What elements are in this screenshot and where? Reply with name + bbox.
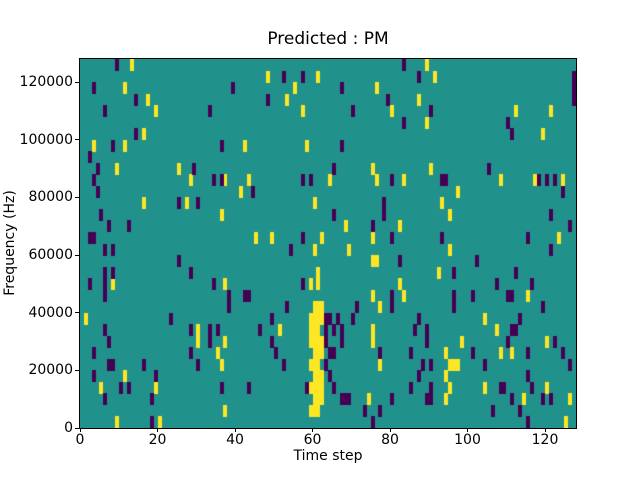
x-tick-mark [544,428,546,432]
y-tick-mark [75,369,79,371]
x-tick-mark [389,428,391,432]
x-tick-label: 20 [148,432,167,448]
y-tick-mark [75,427,79,429]
y-tick-label: 0 [64,420,73,436]
x-tick-mark [234,428,236,432]
y-axis-label: Frequency (Hz) [2,190,18,296]
y-tick-mark [75,254,79,256]
y-tick-label: 20000 [28,362,73,379]
y-tick-mark [75,196,79,198]
x-tick-mark [79,428,81,432]
x-axis-label: Time step [293,448,363,464]
x-tick-label: 100 [454,432,481,448]
x-tick-label: 40 [226,432,244,448]
y-tick-label: 80000 [28,189,73,206]
x-tick-mark [467,428,468,432]
chart-title: Predicted : PM [267,29,389,49]
x-tick-mark [312,428,313,432]
y-tick-label: 120000 [19,74,73,91]
plot-area [79,58,577,429]
y-tick-label: 100000 [19,131,73,148]
x-tick-label: 60 [303,432,322,448]
y-tick-mark [75,312,79,314]
y-tick-label: 40000 [28,304,73,321]
y-tick-label: 60000 [28,247,73,264]
y-tick-mark [75,81,79,83]
x-tick-mark [157,428,158,432]
y-tick-mark [75,139,79,141]
x-tick-label: 80 [381,432,399,448]
heatmap-canvas [80,59,576,428]
x-tick-label: 0 [75,432,85,448]
x-tick-label: 120 [531,432,559,448]
